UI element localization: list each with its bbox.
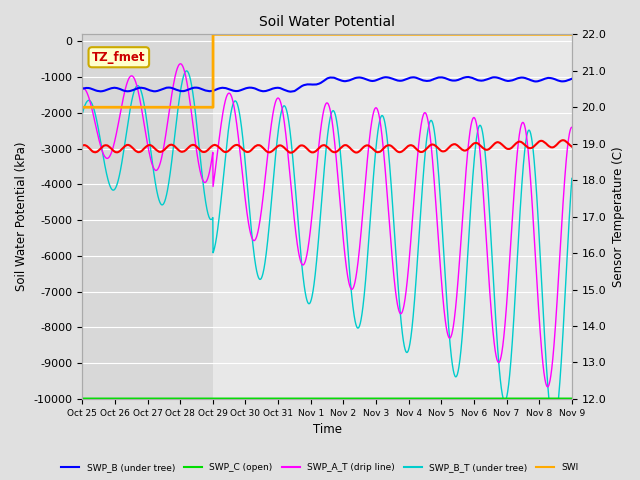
Legend: SWP_B (under tree), SWP_C (open), SWP_A_T (drip line), SWP_B_T (under tree), SWI: SWP_B (under tree), SWP_C (open), SWP_A_… [58, 459, 582, 476]
Y-axis label: Soil Water Potential (kPa): Soil Water Potential (kPa) [15, 142, 28, 291]
Title: Soil Water Potential: Soil Water Potential [259, 15, 395, 29]
Y-axis label: Sensor Temperature (C): Sensor Temperature (C) [612, 146, 625, 287]
X-axis label: Time: Time [312, 423, 342, 436]
Text: TZ_fmet: TZ_fmet [92, 51, 145, 64]
Bar [213, 35, 572, 399]
